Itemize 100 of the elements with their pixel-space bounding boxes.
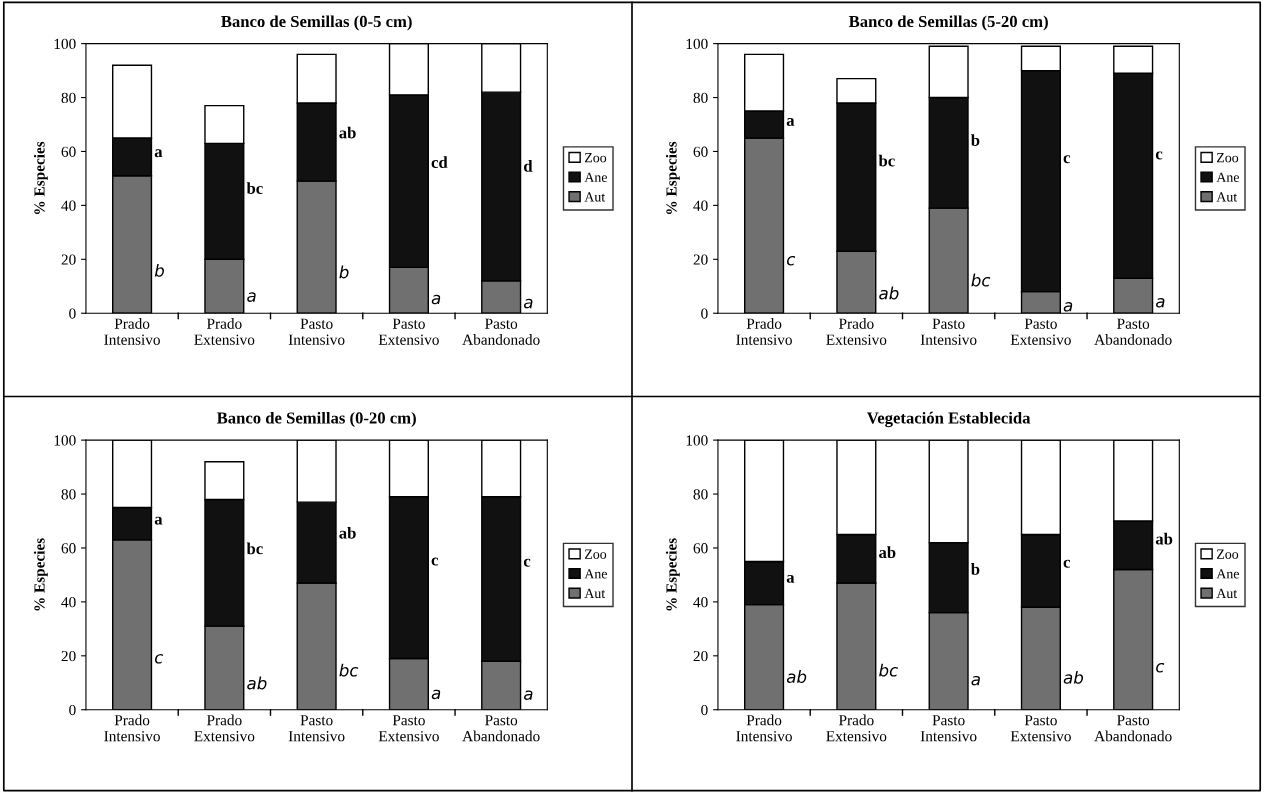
x-tick-label: Pasto Extensivo (1010, 318, 1071, 345)
x-tick-label: Prado Extensivo (194, 318, 255, 345)
data-label: bc (879, 663, 899, 677)
y-tick-label: 80 (693, 489, 708, 500)
x-tick-label: Prado Extensivo (194, 714, 255, 742)
data-label: bc (246, 182, 263, 194)
y-tick-label: 40 (61, 200, 76, 211)
data-label: a (1063, 302, 1073, 312)
y-tick-label: 100 (686, 38, 708, 50)
chart-title: Banco de Semillas (0-5 cm) (221, 15, 412, 31)
x-tick-label: Pasto Extensivo (1010, 715, 1071, 742)
data-label: c (431, 557, 439, 566)
y-axis-title: % Especies (33, 538, 48, 611)
x-tick-label: Prado Intensivo (736, 714, 792, 742)
y-tick-label: 60 (693, 543, 708, 554)
legend-label: Ane (584, 569, 607, 579)
data-label: a (154, 149, 163, 158)
y-tick-label: 100 (54, 38, 76, 50)
y-tick-label: 80 (693, 92, 708, 103)
chart-title: Banco de Semillas (0-20 cm) (216, 411, 416, 427)
data-label: a (786, 574, 795, 583)
y-tick-label: 100 (54, 435, 76, 446)
data-label: a (971, 675, 980, 686)
y-tick-label: 80 (61, 489, 76, 500)
y-tick-label: 40 (693, 597, 708, 608)
y-tick-label: 0 (701, 308, 708, 319)
data-label: b (970, 563, 980, 575)
legend-label: Zoo (1216, 549, 1239, 559)
data-label: c (523, 558, 531, 567)
data-label: bc (246, 542, 263, 555)
y-tick-label: 20 (61, 254, 76, 265)
y-axis-title: % Especies (665, 538, 680, 611)
data-label: ab (1063, 670, 1084, 684)
x-tick-label: Prado Extensivo (826, 318, 887, 345)
x-tick-label: Pasto Extensivo (378, 318, 439, 345)
x-tick-label: Pasto Abandonado (1094, 715, 1172, 742)
legend-label: Ane (584, 172, 607, 182)
data-label: ab (247, 676, 267, 690)
legend-label: Ane (1216, 569, 1239, 579)
data-label: cd (431, 156, 448, 169)
y-tick-label: 80 (61, 92, 76, 103)
y-tick-label: 60 (693, 146, 708, 157)
x-tick-label: Pasto Intensivo (920, 318, 977, 345)
data-label: ab (1155, 532, 1173, 545)
legend-label: Aut (584, 192, 606, 202)
y-axis-title: % Especies (665, 141, 680, 214)
x-tick-label: Pasto Intensivo (920, 715, 977, 742)
data-label: ab (879, 286, 899, 300)
y-tick-label: 40 (61, 597, 76, 608)
x-tick-label: Prado Intensivo (104, 318, 160, 345)
data-label: ab (339, 526, 356, 539)
data-label: c (1156, 662, 1165, 673)
y-tick-label: 0 (69, 308, 76, 319)
x-tick-label: Prado Intensivo (104, 714, 160, 742)
data-label: b (154, 263, 165, 277)
chart-title: Vegetación Establecida (866, 411, 1031, 428)
data-label: c (1063, 155, 1071, 164)
data-label: a (1156, 297, 1165, 308)
legend-label: Aut (1216, 192, 1238, 202)
x-tick-label: Pasto Abandonado (462, 318, 540, 345)
y-tick-label: 60 (61, 543, 76, 554)
x-tick-label: Pasto Abandonado (462, 715, 540, 742)
data-label: d (524, 160, 533, 172)
data-label: a (786, 117, 795, 126)
legend-label: Aut (584, 588, 606, 599)
data-label: c (787, 255, 796, 266)
x-tick-label: Prado Extensivo (826, 714, 887, 742)
data-label: bc (339, 663, 359, 677)
x-tick-label: Prado Intensivo (736, 318, 792, 345)
data-label: a (431, 689, 441, 700)
legend-label: Zoo (584, 153, 607, 163)
data-label: a (524, 690, 533, 701)
y-tick-label: 20 (693, 254, 708, 265)
data-label: c (1155, 151, 1163, 160)
y-tick-label: 20 (693, 650, 708, 662)
data-label: bc (878, 154, 895, 167)
data-label: a (431, 294, 441, 305)
data-label: bc (971, 273, 991, 287)
data-label: ab (879, 546, 896, 559)
legend-label: Ane (1216, 172, 1239, 182)
x-tick-label: Pasto Abandonado (1094, 318, 1172, 345)
y-tick-label: 60 (61, 146, 76, 157)
legend-label: Zoo (584, 549, 607, 559)
x-tick-label: Pasto Extensivo (378, 715, 439, 742)
y-tick-label: 0 (69, 704, 76, 716)
legend-label: Aut (1216, 588, 1238, 599)
y-tick-label: 0 (701, 704, 708, 716)
data-label: b (339, 265, 349, 279)
data-label: b (970, 134, 980, 146)
data-label: a (524, 298, 533, 309)
data-label: ab (339, 126, 356, 139)
x-tick-label: Pasto Intensivo (288, 715, 345, 742)
data-label: c (1063, 559, 1071, 568)
data-label: a (247, 292, 256, 302)
y-axis-title: % Especies (33, 141, 48, 214)
data-label: ab (786, 670, 807, 684)
chart-title: Banco de Semillas (5-20 cm) (848, 15, 1048, 31)
y-tick-label: 20 (61, 650, 76, 662)
legend-label: Zoo (1216, 153, 1239, 163)
data-label: a (154, 516, 163, 525)
